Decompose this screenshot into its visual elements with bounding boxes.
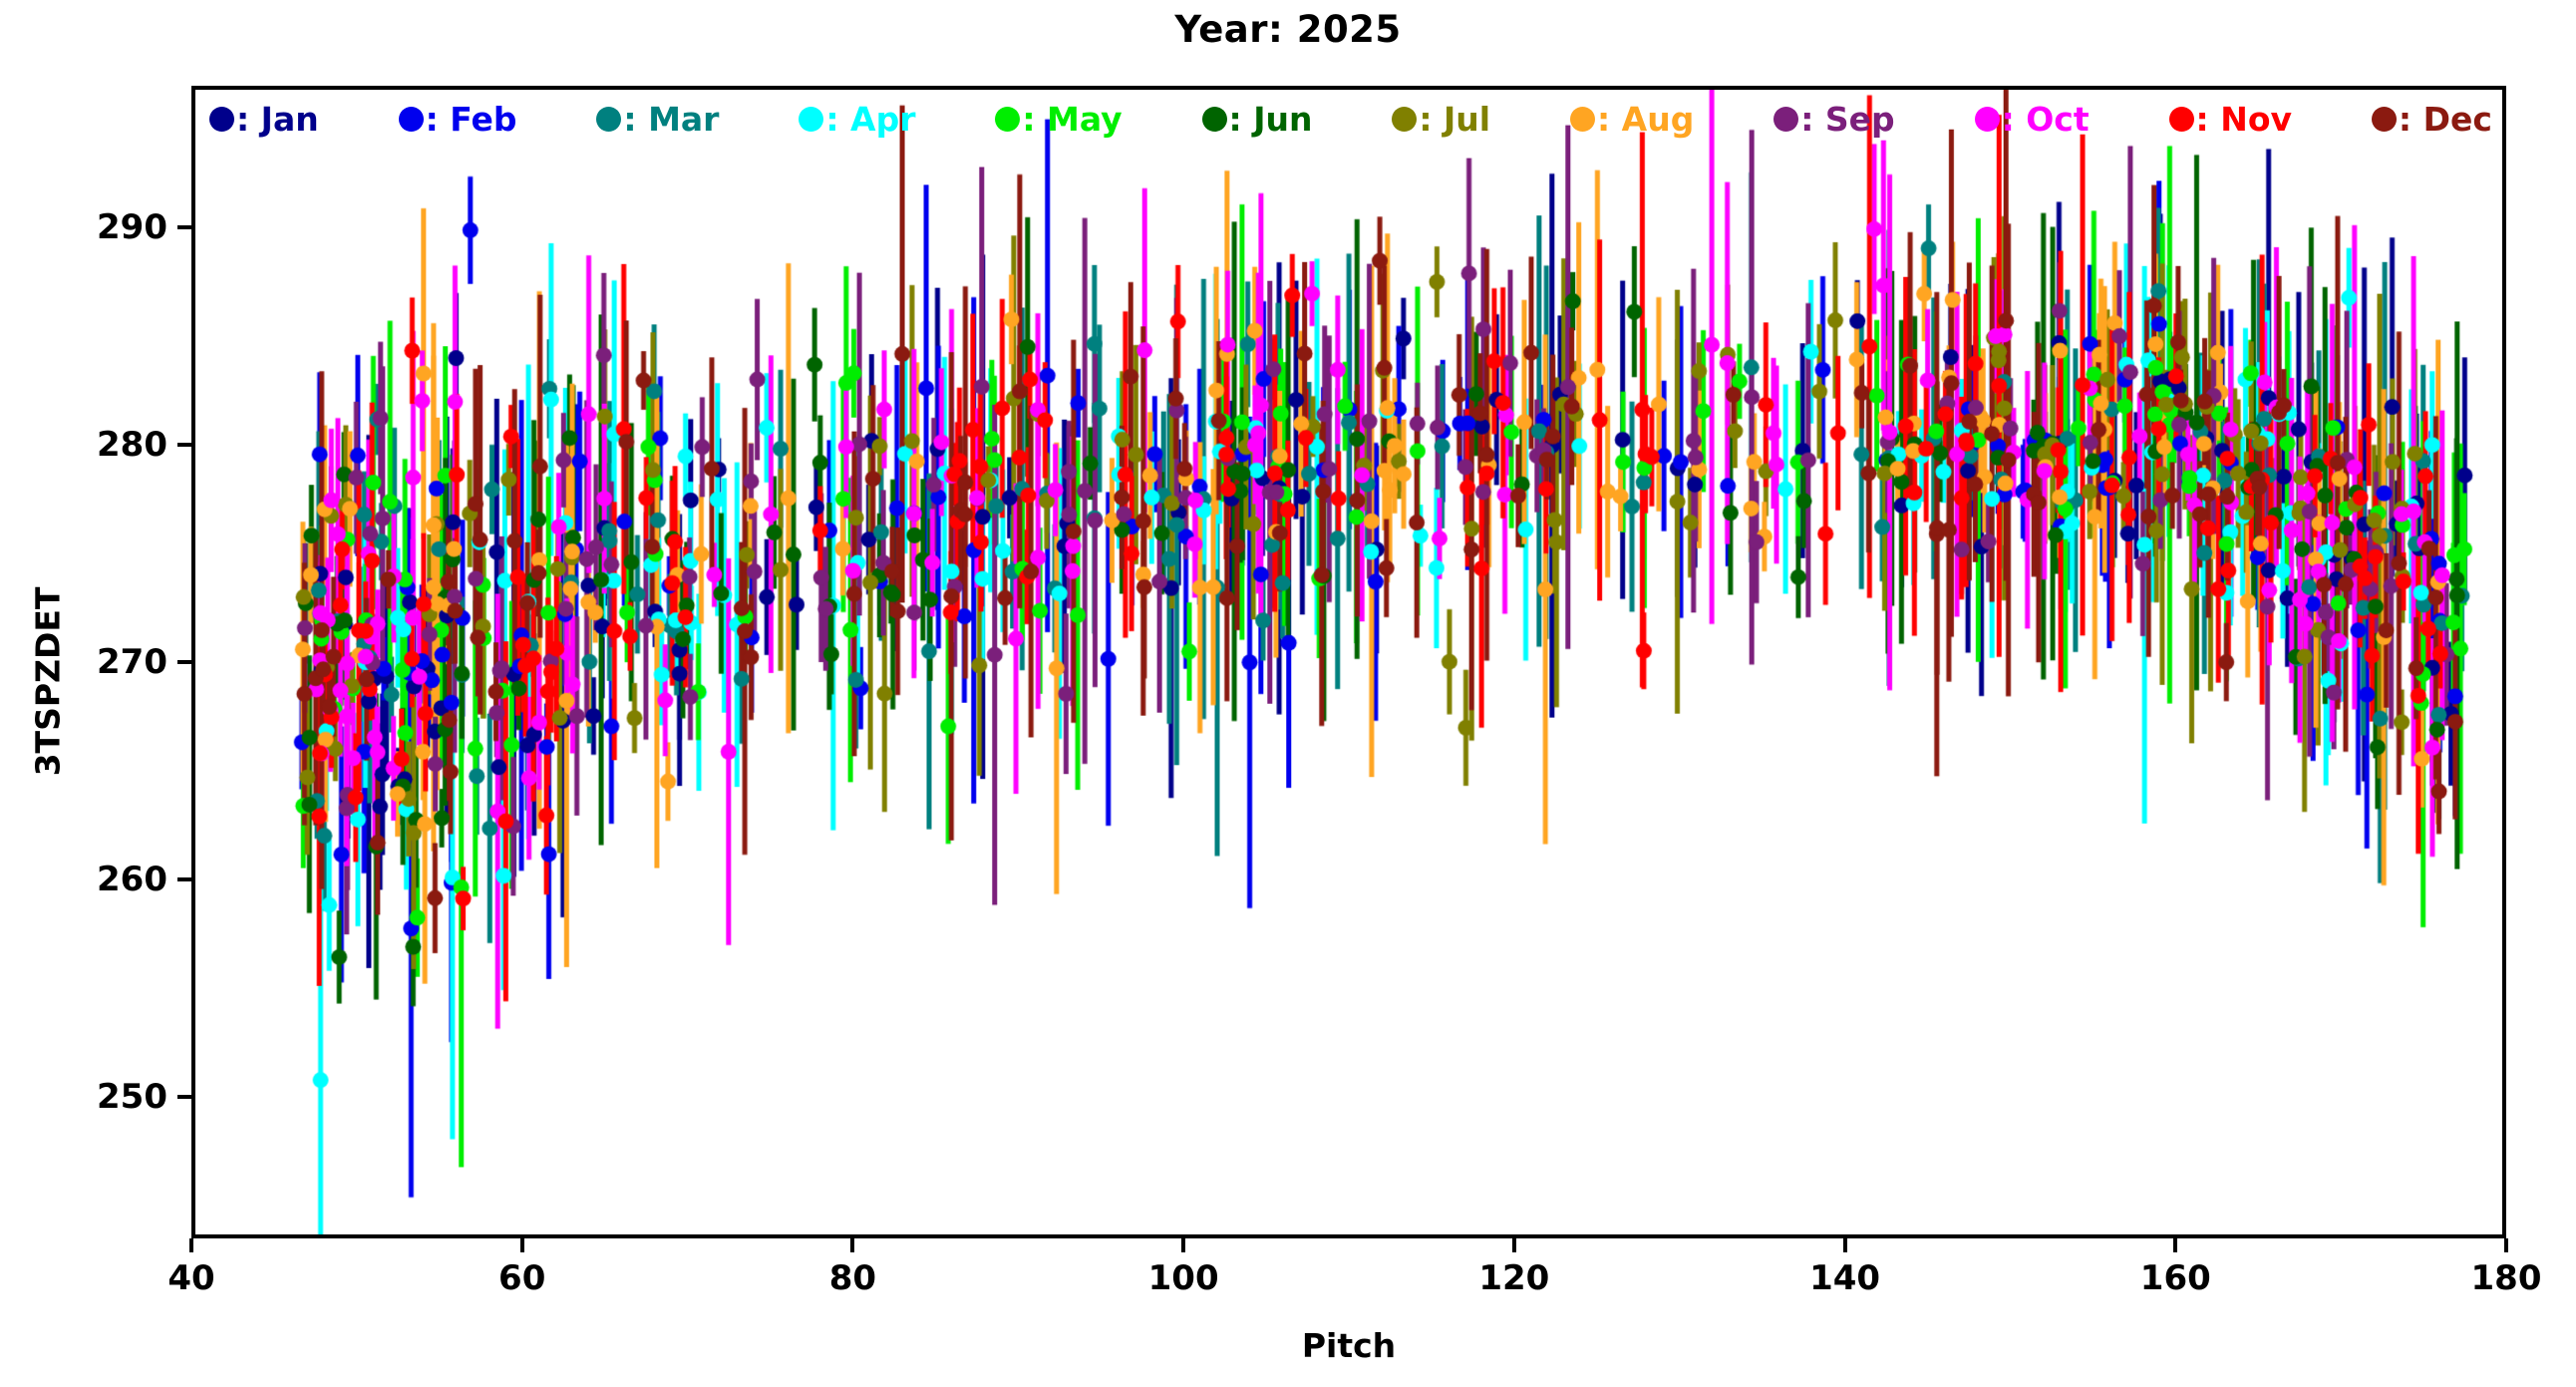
legend-item-label: : Nov (2195, 99, 2293, 139)
legend-item-nov[interactable]: : Nov (2168, 99, 2293, 139)
circle-marker-icon (2168, 106, 2194, 132)
y-tick-label: 260 (97, 860, 167, 900)
y-axis-ticks: 290 280 270 260 250 (0, 0, 167, 1387)
legend-item-label: : May (1022, 99, 1123, 139)
legend-item-label: : Jun (1228, 99, 1313, 139)
x-tick-label: 140 (1809, 1258, 1881, 1298)
page-title: Year: 2025 (1174, 8, 1402, 51)
y-tick-label: 270 (97, 642, 167, 682)
x-tick-mark (850, 1238, 855, 1252)
circle-marker-icon (2371, 106, 2397, 132)
legend-item-label: : Mar (623, 99, 720, 139)
legend-item-label: : Feb (425, 99, 517, 139)
x-tick-mark (2504, 1238, 2508, 1252)
y-tick-mark (177, 1095, 191, 1100)
circle-marker-icon (209, 106, 234, 132)
legend-item-label: : Sep (1800, 99, 1895, 139)
x-tick-label: 180 (2470, 1258, 2542, 1298)
legend-item-oct[interactable]: : Oct (1974, 99, 2090, 139)
circle-marker-icon (995, 106, 1021, 132)
legend-item-feb[interactable]: : Feb (398, 99, 517, 139)
x-tick-mark (189, 1238, 193, 1252)
legend-item-label: : Oct (2001, 99, 2090, 139)
y-tick-label: 280 (97, 424, 167, 465)
legend-item-sep[interactable]: : Sep (1773, 99, 1895, 139)
legend-item-label: : Dec (2398, 99, 2492, 139)
legend: : Jan : Feb : Mar : Apr : May : Jun : Jul : Aug… (199, 94, 2498, 144)
y-tick-mark (177, 224, 191, 229)
x-tick-mark (1511, 1238, 1516, 1252)
circle-marker-icon (1201, 106, 1227, 132)
legend-item-jan[interactable]: : Jan (209, 103, 319, 136)
legend-item-may[interactable]: : May (995, 99, 1123, 139)
circle-marker-icon (799, 106, 824, 132)
x-axis-label: Pitch (1301, 1326, 1397, 1365)
x-tick-mark (1181, 1238, 1186, 1252)
y-tick-mark (177, 660, 191, 664)
circle-marker-icon (398, 106, 424, 132)
legend-item-label: : Jan (236, 99, 319, 139)
x-tick-label: 160 (2139, 1258, 2211, 1298)
circle-marker-icon (1392, 106, 1418, 132)
legend-item-label: : Aug (1597, 99, 1695, 139)
legend-item-apr[interactable]: : Apr (799, 103, 915, 136)
x-tick-label: 40 (167, 1258, 215, 1298)
circle-marker-icon (1570, 106, 1595, 132)
y-axis-label: 3TSPZDET (28, 586, 68, 777)
y-tick-mark (177, 442, 191, 447)
legend-item-label: : Apr (825, 99, 916, 139)
x-tick-label: 60 (498, 1258, 546, 1298)
legend-item-mar[interactable]: : Mar (596, 103, 719, 136)
x-tick-mark (519, 1238, 524, 1252)
legend-item-aug[interactable]: : Aug (1570, 103, 1694, 136)
x-tick-mark (2173, 1238, 2178, 1252)
y-tick-label: 290 (97, 206, 167, 247)
scatter-errorbar-canvas (195, 90, 2502, 1234)
circle-marker-icon (1773, 106, 1799, 132)
x-tick-label: 120 (1478, 1258, 1550, 1298)
legend-item-dec[interactable]: : Dec (2371, 99, 2492, 139)
legend-item-jun[interactable]: : Jun (1201, 99, 1313, 139)
circle-marker-icon (596, 106, 622, 132)
x-tick-label: 100 (1147, 1258, 1219, 1298)
legend-item-label: : Jul (1419, 99, 1491, 139)
y-tick-mark (177, 877, 191, 882)
legend-item-jul[interactable]: : Jul (1392, 103, 1490, 136)
x-tick-label: 80 (828, 1258, 877, 1298)
plot-area (191, 86, 2506, 1238)
y-tick-label: 250 (97, 1077, 167, 1118)
circle-marker-icon (1974, 106, 2000, 132)
x-tick-mark (1842, 1238, 1847, 1252)
